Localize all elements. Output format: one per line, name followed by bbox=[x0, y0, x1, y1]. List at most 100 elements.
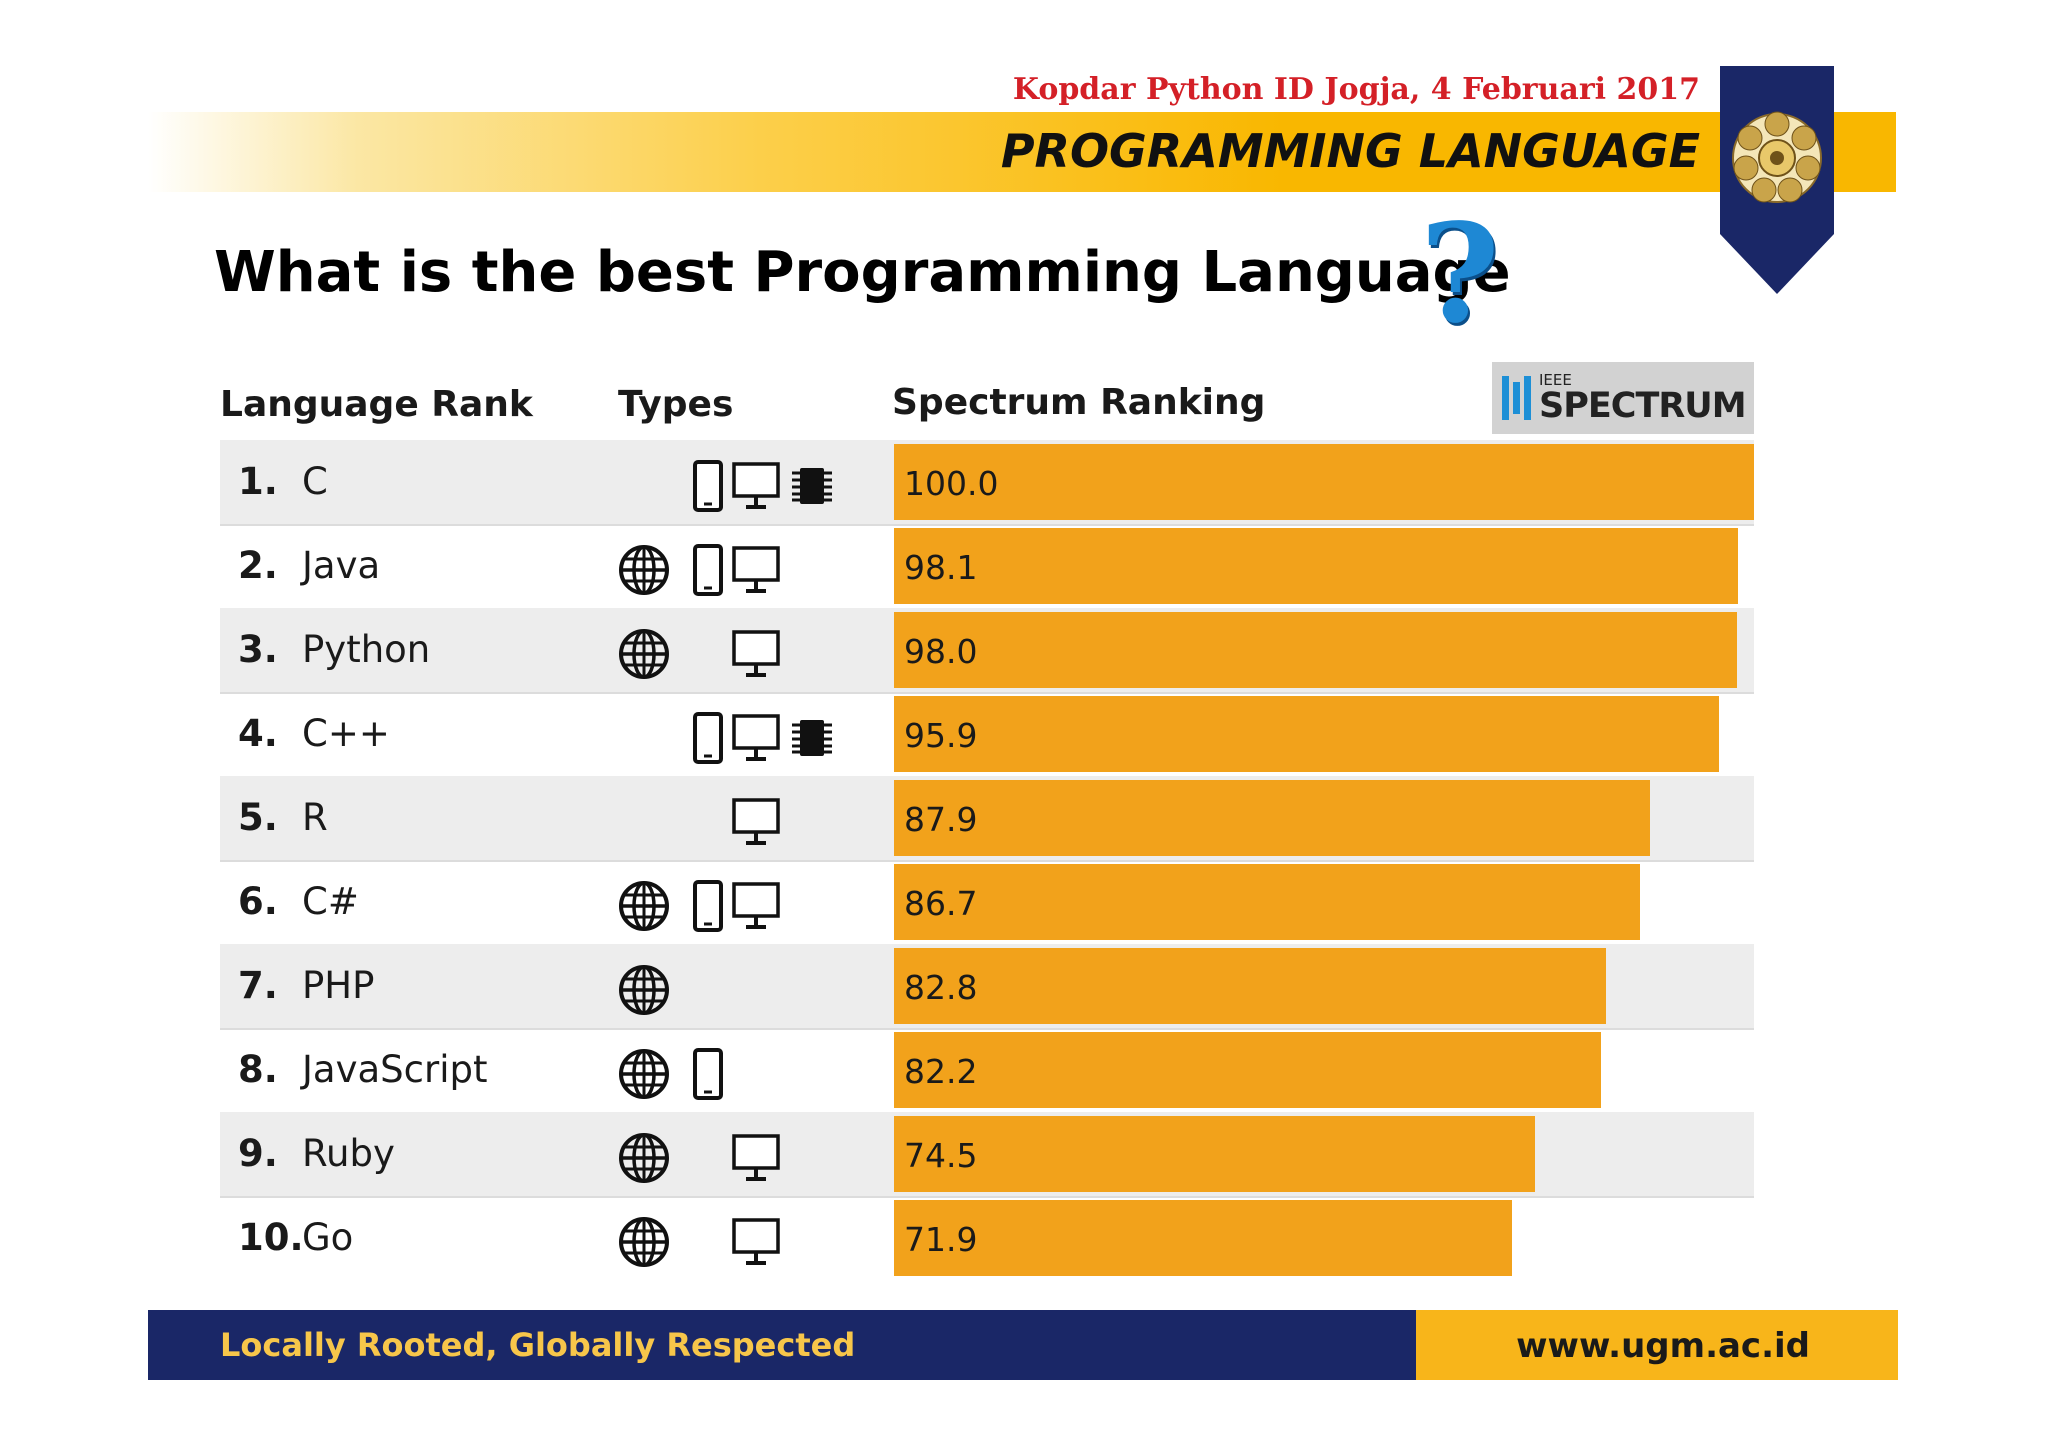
table-row: 6. C# 86.7 bbox=[220, 860, 1754, 944]
desktop-icon bbox=[730, 628, 782, 680]
language-rank: 8. JavaScript bbox=[238, 1048, 487, 1091]
footer-url: www.ugm.ac.id bbox=[1516, 1326, 1810, 1366]
mobile-icon bbox=[682, 1048, 734, 1100]
embedded-icon bbox=[786, 712, 838, 764]
header-spectrum-ranking: Spectrum Ranking bbox=[892, 382, 1266, 423]
language-rank: 9. Ruby bbox=[238, 1132, 395, 1175]
ranking-value: 82.2 bbox=[904, 1052, 978, 1091]
language-rank: 1. C bbox=[238, 460, 328, 503]
event-subtitle: Kopdar Python ID Jogja, 4 Februari 2017 bbox=[1012, 72, 1700, 107]
footer-slogan: Locally Rooted, Globally Respected bbox=[220, 1326, 856, 1364]
row-divider bbox=[220, 1196, 1754, 1198]
web-icon bbox=[618, 880, 670, 932]
ranking-bar bbox=[894, 780, 1650, 856]
ranking-value: 86.7 bbox=[904, 884, 978, 923]
table-row: 3. Python 98.0 bbox=[220, 608, 1754, 692]
ranking-value: 71.9 bbox=[904, 1220, 978, 1259]
language-rank: 7. PHP bbox=[238, 964, 374, 1007]
question-mark-icon: ? bbox=[1420, 194, 1500, 354]
ranking-bar bbox=[894, 864, 1640, 940]
rank-number: 6. bbox=[238, 880, 278, 923]
language-rank: 5. R bbox=[238, 796, 328, 839]
ranking-bar bbox=[894, 696, 1719, 772]
mobile-icon bbox=[682, 880, 734, 932]
ugm-emblem-logo bbox=[1720, 66, 1834, 294]
desktop-icon bbox=[730, 880, 782, 932]
ranking-value: 98.0 bbox=[904, 632, 978, 671]
language-rank: 6. C# bbox=[238, 880, 359, 923]
language-name: C++ bbox=[302, 712, 390, 755]
ranking-bar bbox=[894, 948, 1606, 1024]
language-name: Java bbox=[302, 544, 381, 587]
table-row: 5. R 87.9 bbox=[220, 776, 1754, 860]
table-row: 8. JavaScript 82.2 bbox=[220, 1028, 1754, 1112]
ieee-logo-small: IEEE bbox=[1539, 370, 1572, 389]
desktop-icon bbox=[730, 712, 782, 764]
language-name: R bbox=[302, 796, 328, 839]
row-divider bbox=[220, 1028, 1754, 1030]
ranking-bar bbox=[894, 1116, 1535, 1192]
ranking-bar bbox=[894, 528, 1738, 604]
rank-number: 3. bbox=[238, 628, 278, 671]
section-title: PROGRAMMING LANGUAGE bbox=[1000, 124, 1700, 178]
language-name: C# bbox=[302, 880, 359, 923]
language-name: C bbox=[302, 460, 328, 503]
rank-number: 9. bbox=[238, 1132, 278, 1175]
rank-number: 8. bbox=[238, 1048, 278, 1091]
main-question: What is the best Programming Language bbox=[214, 240, 1511, 305]
mobile-icon bbox=[682, 460, 734, 512]
ranking-value: 74.5 bbox=[904, 1136, 978, 1175]
ranking-value: 95.9 bbox=[904, 716, 978, 755]
rank-number: 4. bbox=[238, 712, 278, 755]
ranking-bar bbox=[894, 1032, 1601, 1108]
title-band bbox=[148, 112, 1896, 192]
row-divider bbox=[220, 524, 1754, 526]
web-icon bbox=[618, 1216, 670, 1268]
ranking-value: 82.8 bbox=[904, 968, 978, 1007]
ranking-value: 100.0 bbox=[904, 464, 999, 503]
row-divider bbox=[220, 860, 1754, 862]
table-row: 9. Ruby 74.5 bbox=[220, 1112, 1754, 1196]
table-row: 4. C++ 95.9 bbox=[220, 692, 1754, 776]
rank-number: 10. bbox=[238, 1216, 304, 1259]
ranking-bar bbox=[894, 1200, 1512, 1276]
desktop-icon bbox=[730, 460, 782, 512]
ranking-bar bbox=[894, 444, 1754, 520]
language-name: PHP bbox=[302, 964, 375, 1007]
header-language-rank: Language Rank bbox=[220, 384, 533, 425]
ieee-logo-big: SPECTRUM bbox=[1539, 385, 1747, 426]
ranking-bar bbox=[894, 612, 1737, 688]
language-name: Python bbox=[302, 628, 431, 671]
ieee-bars-icon bbox=[1502, 376, 1531, 420]
rank-number: 2. bbox=[238, 544, 278, 587]
table-row: 10.Go 71.9 bbox=[220, 1196, 1754, 1280]
row-divider bbox=[220, 692, 1754, 694]
language-rank: 10.Go bbox=[238, 1216, 353, 1259]
language-name: Go bbox=[302, 1216, 354, 1259]
ranking-value: 87.9 bbox=[904, 800, 978, 839]
web-icon bbox=[618, 1132, 670, 1184]
desktop-icon bbox=[730, 544, 782, 596]
language-rank: 2. Java bbox=[238, 544, 380, 587]
footer-bar: Locally Rooted, Globally Respected www.u… bbox=[148, 1310, 1898, 1380]
language-rank: 3. Python bbox=[238, 628, 430, 671]
rank-number: 5. bbox=[238, 796, 278, 839]
web-icon bbox=[618, 544, 670, 596]
language-name: JavaScript bbox=[302, 1048, 488, 1091]
header-types: Types bbox=[618, 384, 734, 425]
language-name: Ruby bbox=[302, 1132, 395, 1175]
desktop-icon bbox=[730, 796, 782, 848]
web-icon bbox=[618, 1048, 670, 1100]
embedded-icon bbox=[786, 460, 838, 512]
ranking-value: 98.1 bbox=[904, 548, 978, 587]
language-rank: 4. C++ bbox=[238, 712, 390, 755]
desktop-icon bbox=[730, 1132, 782, 1184]
web-icon bbox=[618, 964, 670, 1016]
ieee-spectrum-logo: IEEE SPECTRUM bbox=[1492, 362, 1754, 434]
mobile-icon bbox=[682, 712, 734, 764]
table-row: 7. PHP 82.8 bbox=[220, 944, 1754, 1028]
mobile-icon bbox=[682, 544, 734, 596]
table-row: 1. C 100.0 bbox=[220, 440, 1754, 524]
rank-number: 7. bbox=[238, 964, 278, 1007]
table-row: 2. Java 98.1 bbox=[220, 524, 1754, 608]
